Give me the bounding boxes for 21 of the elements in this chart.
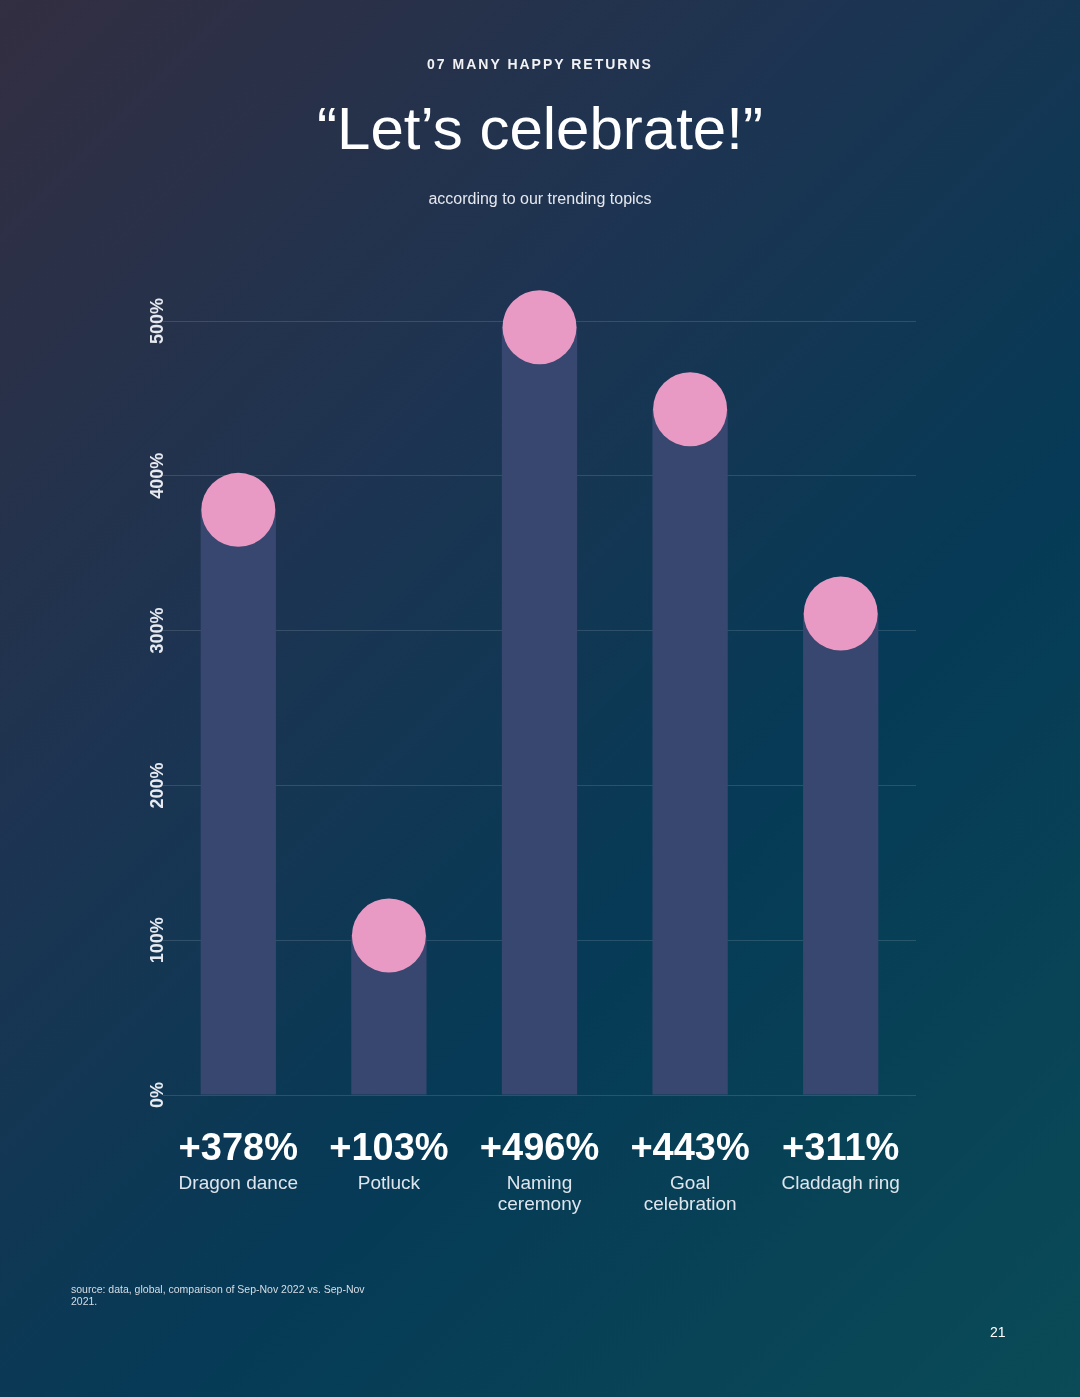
x-tick-label: Claddagh ring	[781, 1171, 900, 1193]
chart-title: “Let’s celebrate!”	[316, 94, 764, 164]
y-tick-label: 200%	[146, 762, 167, 809]
y-tick-label: 500%	[146, 297, 167, 345]
chart-subtitle: according to our trending topics	[427, 190, 653, 208]
x-tick-label: Potluck	[357, 1171, 421, 1193]
data-label: +378%	[178, 1126, 298, 1169]
y-tick-label: 100%	[146, 917, 167, 964]
x-tick-label: Naming ceremony	[497, 1171, 582, 1215]
data-label: +311%	[782, 1126, 900, 1169]
text: 21	[990, 1324, 1006, 1340]
data-label: +443%	[630, 1126, 750, 1169]
x-tick-label: Goal celebration	[643, 1171, 737, 1215]
data-label: +496%	[479, 1126, 600, 1169]
text: 07 MANY HAPPY RETURNS	[426, 56, 654, 72]
y-tick-label: 0%	[146, 1081, 167, 1109]
data-label: +103%	[329, 1126, 449, 1169]
x-tick-label: Dragon dance	[178, 1171, 298, 1193]
y-tick-label: 300%	[146, 607, 167, 654]
source-note: source: data, global, comparison of Sep-Nov 2022 vs. Sep-Nov 2021.	[71, 1283, 366, 1307]
y-tick-label: 400%	[146, 452, 167, 499]
